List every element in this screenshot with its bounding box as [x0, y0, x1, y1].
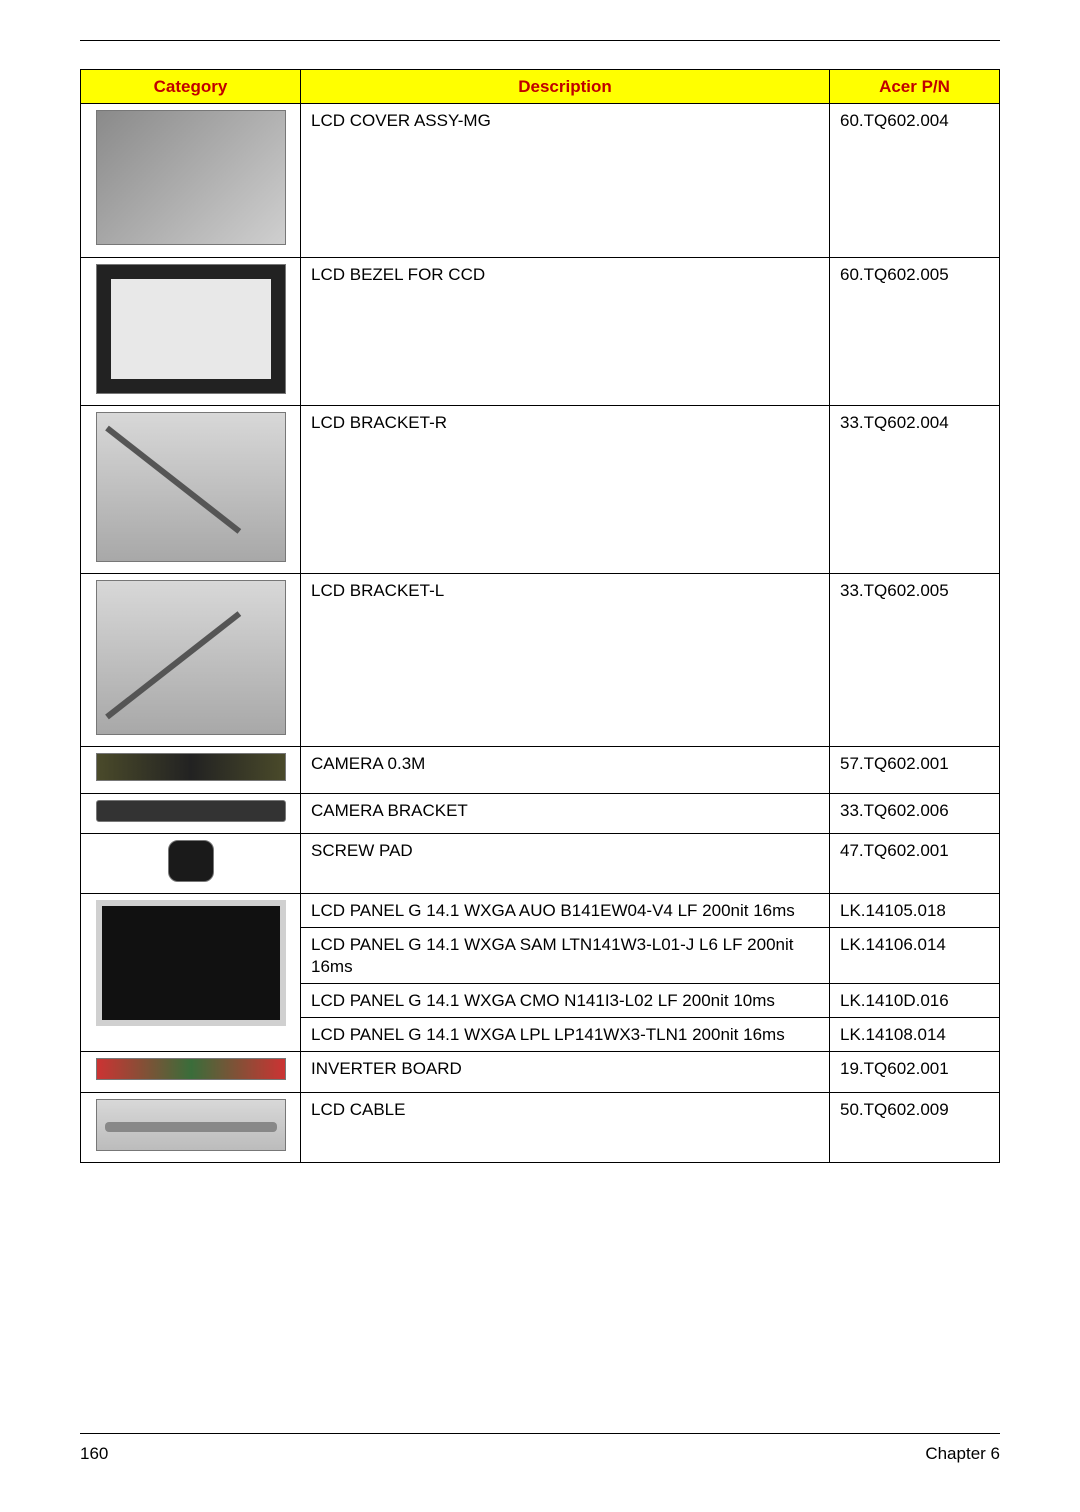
- part-image-cell: [81, 405, 301, 573]
- part-image-cell: [81, 747, 301, 793]
- part-number: 60.TQ602.004: [830, 104, 1000, 257]
- table-row: LCD COVER ASSY-MG 60.TQ602.004: [81, 104, 1000, 257]
- table-header-row: Category Description Acer P/N: [81, 70, 1000, 104]
- part-number: LK.1410D.016: [830, 983, 1000, 1017]
- part-number: 60.TQ602.005: [830, 257, 1000, 405]
- table-row: LCD PANEL G 14.1 WXGA AUO B141EW04-V4 LF…: [81, 894, 1000, 928]
- part-number: 33.TQ602.004: [830, 405, 1000, 573]
- part-image-cell: [81, 793, 301, 833]
- part-image: [96, 1099, 286, 1151]
- part-description: LCD CABLE: [301, 1092, 830, 1162]
- part-image: [96, 580, 286, 735]
- part-number: 33.TQ602.006: [830, 793, 1000, 833]
- table-row: LCD BRACKET-L 33.TQ602.005: [81, 574, 1000, 747]
- page-footer: 160 Chapter 6: [80, 1433, 1000, 1464]
- part-description: INVERTER BOARD: [301, 1052, 830, 1092]
- table-row: CAMERA BRACKET 33.TQ602.006: [81, 793, 1000, 833]
- page-number: 160: [80, 1444, 108, 1464]
- chapter-label: Chapter 6: [925, 1444, 1000, 1464]
- part-image-cell: [81, 257, 301, 405]
- table-row: LCD CABLE 50.TQ602.009: [81, 1092, 1000, 1162]
- part-image-cell: [81, 1092, 301, 1162]
- part-description: LCD BRACKET-L: [301, 574, 830, 747]
- col-header-description: Description: [301, 70, 830, 104]
- page: Category Description Acer P/N LCD COVER …: [0, 0, 1080, 1512]
- part-image: [168, 840, 214, 882]
- part-image-cell: [81, 574, 301, 747]
- part-image: [96, 900, 286, 1026]
- part-description: CAMERA 0.3M: [301, 747, 830, 793]
- part-image: [96, 412, 286, 562]
- table-row: SCREW PAD 47.TQ602.001: [81, 833, 1000, 893]
- part-description: LCD PANEL G 14.1 WXGA LPL LP141WX3-TLN1 …: [301, 1018, 830, 1052]
- part-number: LK.14108.014: [830, 1018, 1000, 1052]
- footer-rule: [80, 1433, 1000, 1434]
- part-image: [96, 800, 286, 822]
- header-rule: [80, 40, 1000, 41]
- part-number: 57.TQ602.001: [830, 747, 1000, 793]
- part-image: [96, 753, 286, 781]
- table-row: INVERTER BOARD 19.TQ602.001: [81, 1052, 1000, 1092]
- part-description: LCD PANEL G 14.1 WXGA CMO N141I3-L02 LF …: [301, 983, 830, 1017]
- part-image-cell: [81, 833, 301, 893]
- part-description: LCD PANEL G 14.1 WXGA SAM LTN141W3-L01-J…: [301, 928, 830, 984]
- part-image: [96, 1058, 286, 1080]
- part-image: [96, 110, 286, 245]
- table-row: LCD BEZEL FOR CCD 60.TQ602.005: [81, 257, 1000, 405]
- part-image-cell: [81, 104, 301, 257]
- part-number: 47.TQ602.001: [830, 833, 1000, 893]
- part-image-cell: [81, 1052, 301, 1092]
- part-number: 50.TQ602.009: [830, 1092, 1000, 1162]
- part-number: 33.TQ602.005: [830, 574, 1000, 747]
- parts-table: Category Description Acer P/N LCD COVER …: [80, 69, 1000, 1163]
- table-row: LCD BRACKET-R 33.TQ602.004: [81, 405, 1000, 573]
- part-description: SCREW PAD: [301, 833, 830, 893]
- part-number: LK.14105.018: [830, 894, 1000, 928]
- part-description: CAMERA BRACKET: [301, 793, 830, 833]
- part-image: [96, 264, 286, 394]
- part-description: LCD BEZEL FOR CCD: [301, 257, 830, 405]
- part-number: LK.14106.014: [830, 928, 1000, 984]
- part-description: LCD BRACKET-R: [301, 405, 830, 573]
- col-header-category: Category: [81, 70, 301, 104]
- table-row: CAMERA 0.3M 57.TQ602.001: [81, 747, 1000, 793]
- col-header-part: Acer P/N: [830, 70, 1000, 104]
- part-number: 19.TQ602.001: [830, 1052, 1000, 1092]
- part-description: LCD PANEL G 14.1 WXGA AUO B141EW04-V4 LF…: [301, 894, 830, 928]
- part-image-cell: [81, 894, 301, 1052]
- part-description: LCD COVER ASSY-MG: [301, 104, 830, 257]
